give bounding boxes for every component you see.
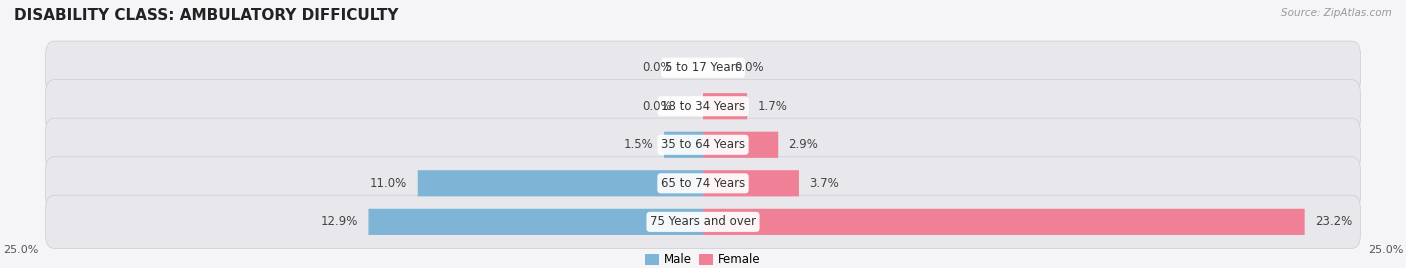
Text: 3.7%: 3.7% [810, 177, 839, 190]
Text: 75 Years and over: 75 Years and over [650, 215, 756, 228]
Text: 1.7%: 1.7% [758, 100, 787, 113]
FancyBboxPatch shape [703, 132, 778, 158]
Text: 25.0%: 25.0% [3, 245, 38, 255]
FancyBboxPatch shape [664, 132, 703, 158]
FancyBboxPatch shape [45, 157, 1361, 210]
Text: 25.0%: 25.0% [1368, 245, 1403, 255]
Legend: Male, Female: Male, Female [645, 253, 761, 266]
Text: DISABILITY CLASS: AMBULATORY DIFFICULTY: DISABILITY CLASS: AMBULATORY DIFFICULTY [14, 8, 398, 23]
Text: Source: ZipAtlas.com: Source: ZipAtlas.com [1281, 8, 1392, 18]
Text: 5 to 17 Years: 5 to 17 Years [665, 61, 741, 74]
Text: 0.0%: 0.0% [643, 100, 672, 113]
Text: 11.0%: 11.0% [370, 177, 408, 190]
FancyBboxPatch shape [45, 80, 1361, 133]
Text: 35 to 64 Years: 35 to 64 Years [661, 138, 745, 151]
FancyBboxPatch shape [703, 93, 747, 119]
Text: 12.9%: 12.9% [321, 215, 359, 228]
FancyBboxPatch shape [368, 209, 703, 235]
Text: 0.0%: 0.0% [643, 61, 672, 74]
Text: 1.5%: 1.5% [624, 138, 654, 151]
Text: 2.9%: 2.9% [789, 138, 818, 151]
FancyBboxPatch shape [45, 41, 1361, 94]
FancyBboxPatch shape [703, 209, 1305, 235]
FancyBboxPatch shape [45, 195, 1361, 248]
Text: 23.2%: 23.2% [1315, 215, 1353, 228]
Text: 0.0%: 0.0% [734, 61, 763, 74]
FancyBboxPatch shape [703, 170, 799, 196]
Text: 65 to 74 Years: 65 to 74 Years [661, 177, 745, 190]
Text: 18 to 34 Years: 18 to 34 Years [661, 100, 745, 113]
FancyBboxPatch shape [418, 170, 703, 196]
FancyBboxPatch shape [45, 118, 1361, 171]
